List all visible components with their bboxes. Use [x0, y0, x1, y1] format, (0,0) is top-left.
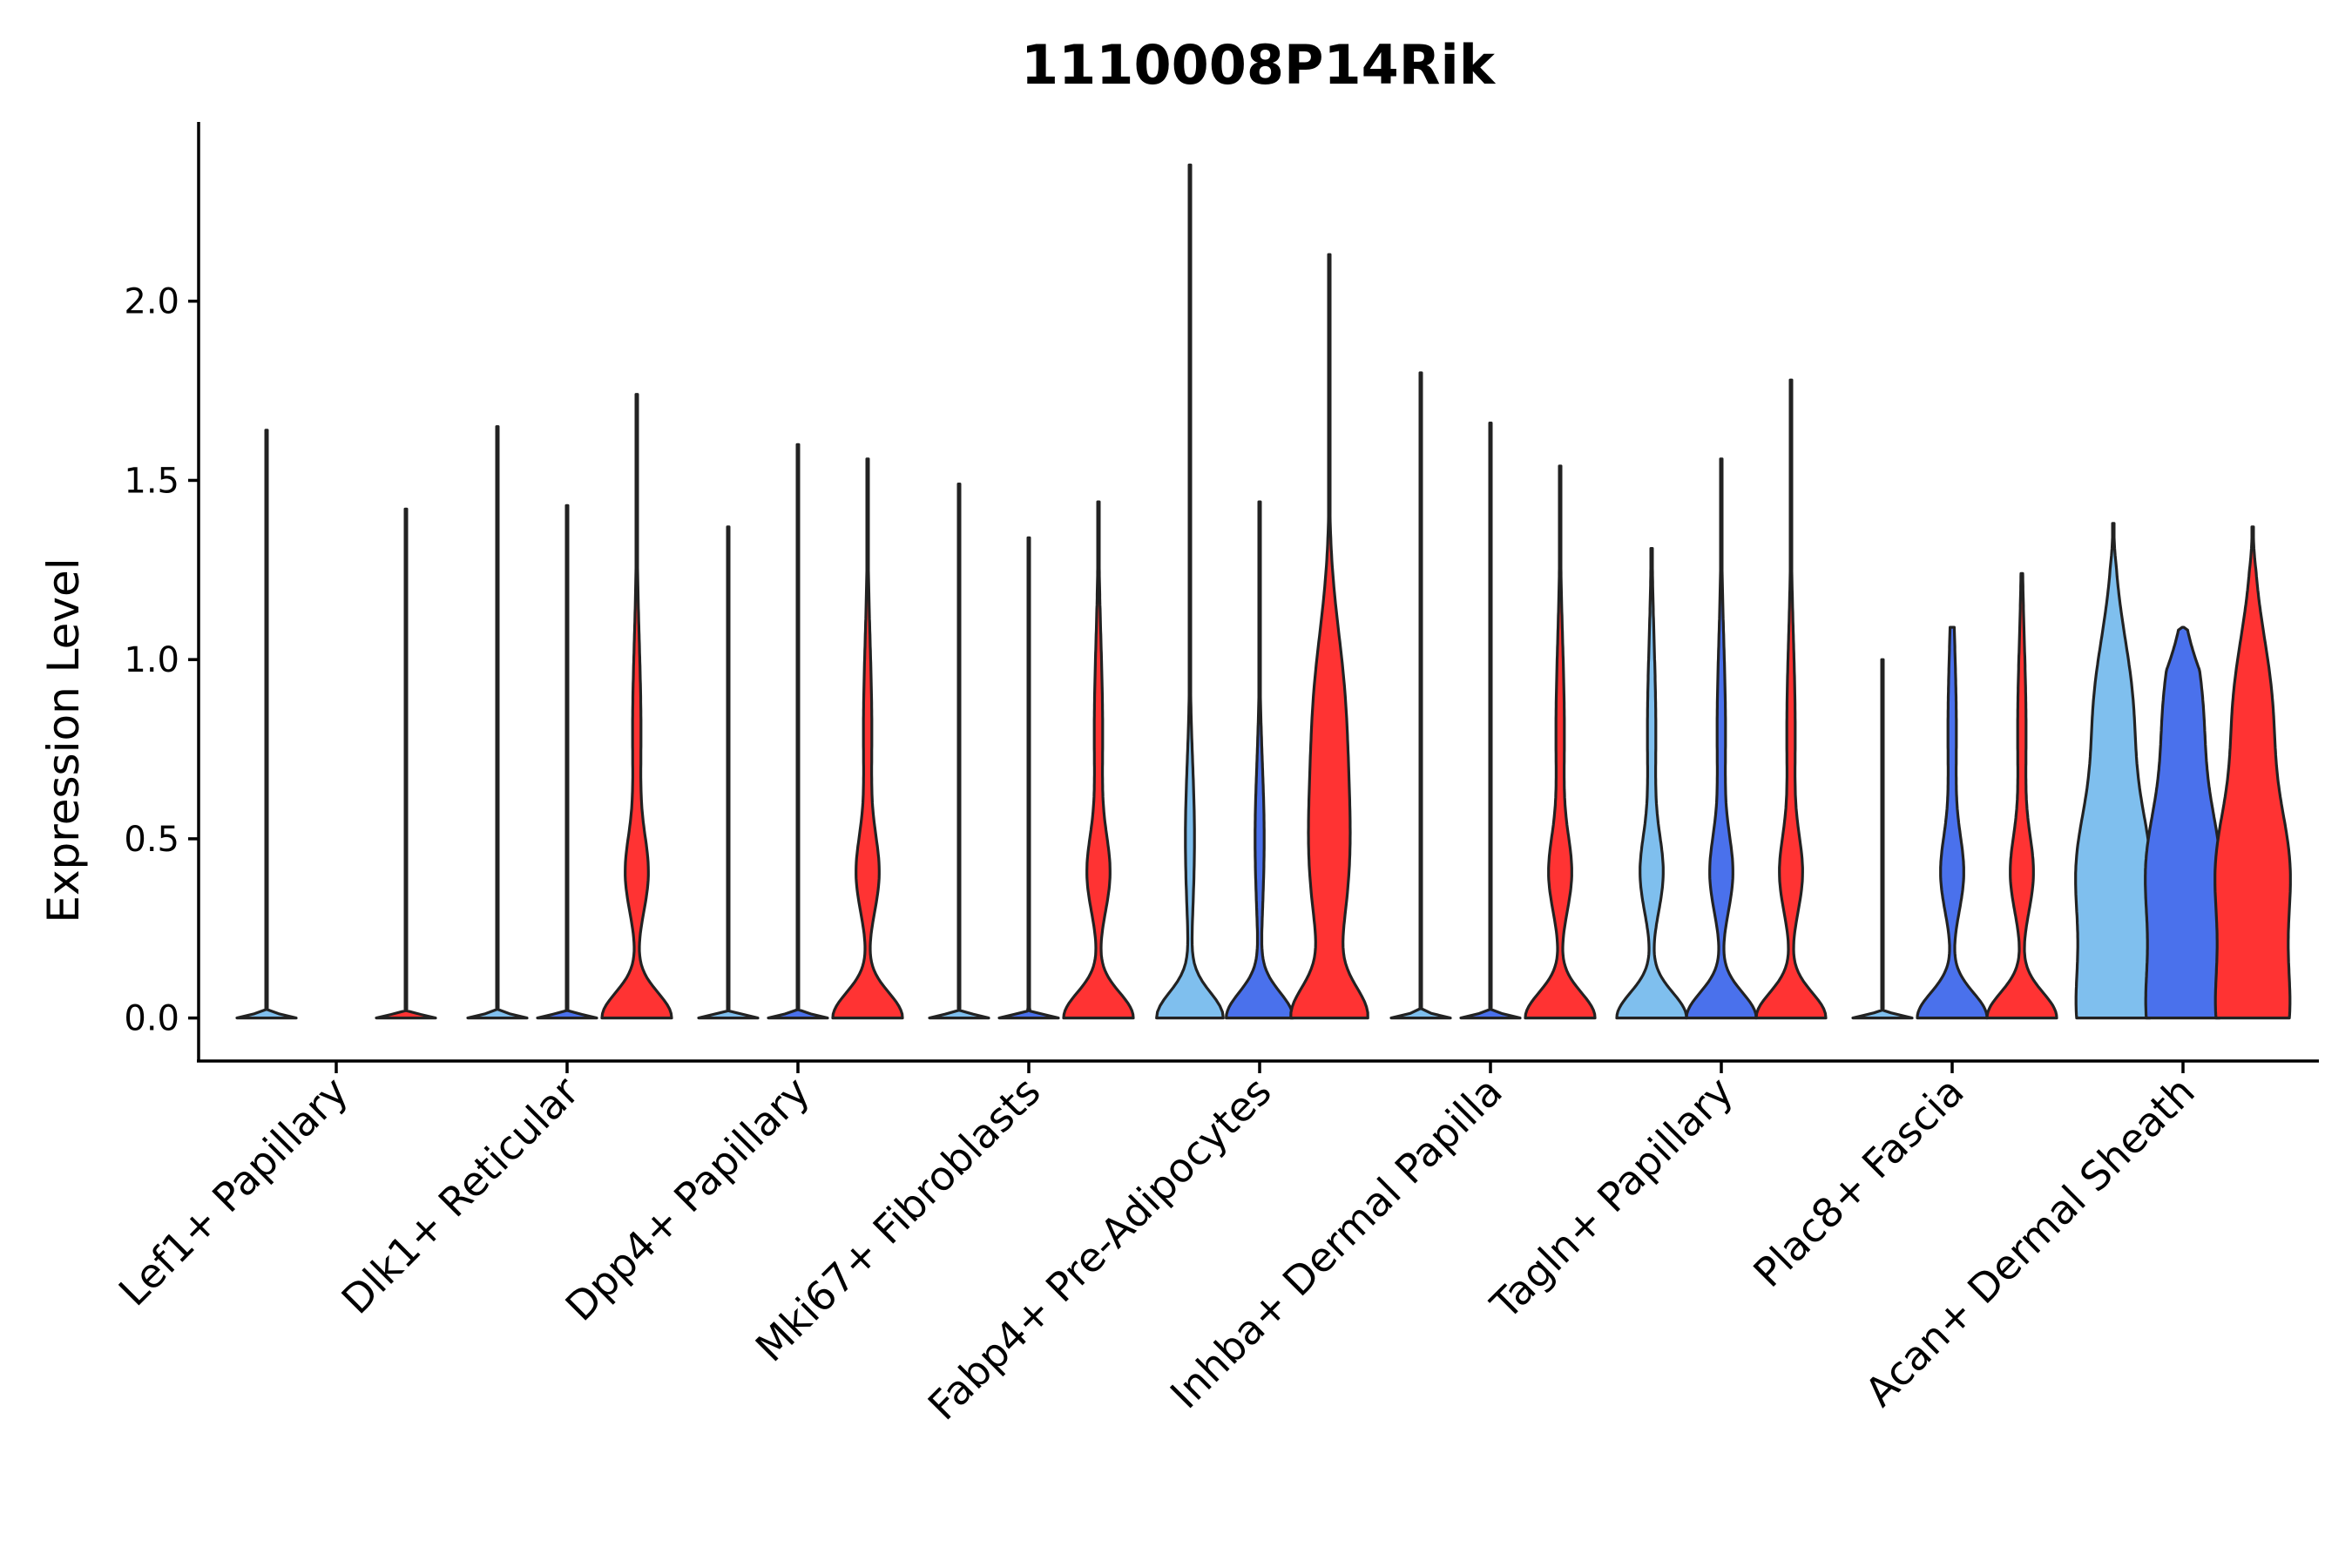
- violin-acan-dermal-sheath-1: [2074, 522, 2153, 1020]
- x-tick-label: Tagln+ Papillary: [1481, 1068, 1742, 1329]
- violin-dpp4-papillary-1: [697, 525, 760, 1020]
- violin-acan-dermal-sheath-2: [2144, 625, 2222, 1020]
- violin-mki67-fibroblasts-3: [1062, 500, 1135, 1020]
- x-tick-label: Dpp4+ Papillary: [557, 1068, 819, 1330]
- x-tick-label: Lef1+ Papillary: [110, 1068, 357, 1315]
- violin-dlk1-reticular-1: [466, 425, 529, 1020]
- violin-fabp4-pre-adipocytes-3: [1289, 253, 1369, 1020]
- violin-dpp4-papillary-3: [831, 457, 904, 1020]
- violin-mki67-fibroblasts-2: [997, 536, 1060, 1020]
- violin-plac8-fascia-1: [1851, 658, 1914, 1020]
- violin-inhba-dermal-papilla-3: [1524, 464, 1597, 1020]
- violin-lef1-papillary-1: [235, 429, 298, 1020]
- x-tick-label: Plac8+ Fascia: [1744, 1068, 1972, 1296]
- violin-lef1-papillary-3: [375, 507, 437, 1020]
- violin-plac8-fascia-2: [1916, 625, 1989, 1020]
- violin-plac8-fascia-3: [1985, 571, 2058, 1020]
- violin-tagln-papillary-2: [1685, 457, 1758, 1020]
- chart-title: 1110008P14Rik: [1021, 33, 1497, 97]
- y-tick-label: 2.0: [124, 282, 179, 322]
- y-tick-label: 0.5: [124, 820, 179, 860]
- violin-acan-dermal-sheath-3: [2213, 525, 2292, 1020]
- y-axis-title: Expression Level: [38, 558, 89, 923]
- violin-tagln-papillary-1: [1615, 547, 1688, 1020]
- violin-group: [235, 163, 2292, 1020]
- violin-tagln-papillary-3: [1754, 378, 1828, 1020]
- y-tick-label: 1.5: [124, 461, 179, 501]
- violin-inhba-dermal-papilla-1: [1389, 371, 1452, 1020]
- violin-inhba-dermal-papilla-2: [1459, 422, 1522, 1020]
- violin-fabp4-pre-adipocytes-1: [1155, 163, 1225, 1020]
- y-axis-ticks: 0.0 0.5 1.0 1.5 2.0: [124, 282, 199, 1039]
- x-tick-label: Dlk1+ Reticular: [333, 1068, 588, 1323]
- y-tick-label: 1.0: [124, 640, 179, 680]
- violin-dlk1-reticular-2: [536, 504, 598, 1020]
- violin-dlk1-reticular-3: [600, 393, 673, 1020]
- y-tick-label: 0.0: [124, 999, 179, 1039]
- violin-dpp4-papillary-2: [767, 443, 829, 1020]
- violin-mki67-fibroblasts-1: [928, 483, 990, 1020]
- violin-fabp4-pre-adipocytes-2: [1225, 500, 1294, 1020]
